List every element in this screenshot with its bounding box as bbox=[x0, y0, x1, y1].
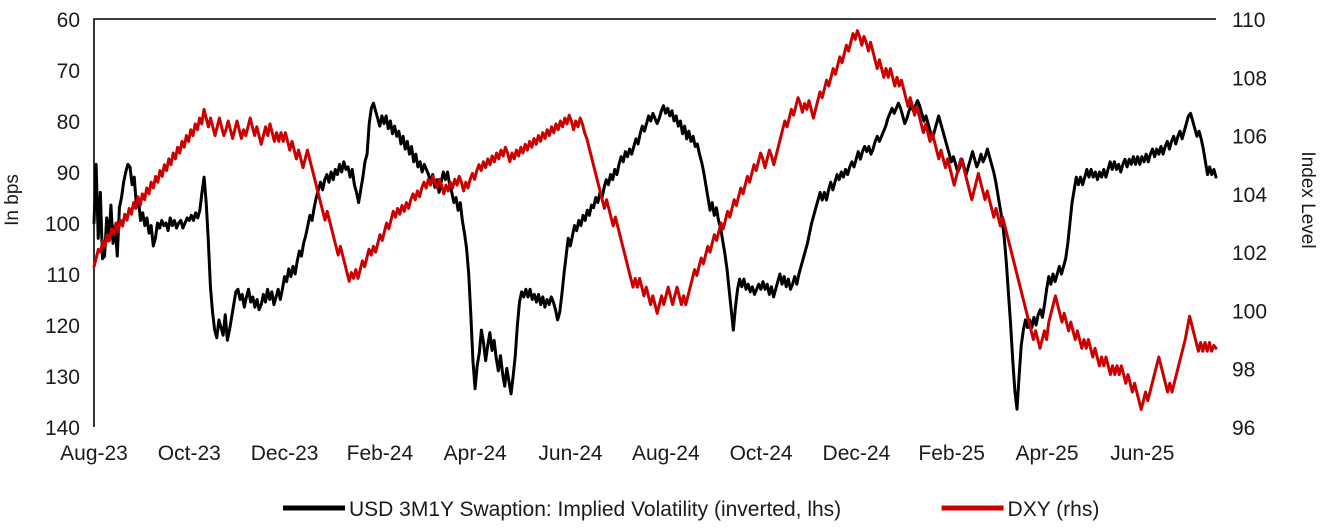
x-tick-label-11: Jun-25 bbox=[1110, 442, 1174, 465]
series-path-dxy bbox=[92, 29, 1218, 412]
y-left-tick-label-3: 90 bbox=[57, 162, 80, 185]
y-axis-right-ticks: 96 98 100 102 104 106 108 110 bbox=[1232, 9, 1267, 440]
x-tick-label-2: Dec-23 bbox=[251, 442, 319, 465]
x-tick-label-0: Aug-23 bbox=[60, 442, 128, 465]
chart-legend: USD 3M1Y Swaption: Implied Volatility (i… bbox=[283, 498, 1099, 521]
y-right-tick-label-0: 96 bbox=[1232, 417, 1255, 440]
x-tick-label-8: Dec-24 bbox=[823, 442, 891, 465]
x-tick-label-7: Oct-24 bbox=[730, 442, 793, 465]
x-tick-label-5: Jun-24 bbox=[538, 442, 603, 465]
plot-axis-frame bbox=[93, 18, 1216, 427]
y-left-tick-label-0: 60 bbox=[57, 9, 80, 32]
y-left-tick-label-8: 140 bbox=[45, 417, 80, 440]
y-right-tick-label-2: 100 bbox=[1232, 300, 1267, 323]
x-tick-label-9: Feb-25 bbox=[918, 442, 985, 465]
y-right-tick-label-7: 110 bbox=[1232, 9, 1265, 32]
y-right-tick-label-4: 104 bbox=[1232, 184, 1267, 207]
x-tick-label-6: Aug-24 bbox=[632, 442, 700, 465]
x-tick-label-3: Feb-24 bbox=[347, 442, 414, 465]
series-path-swaption-vol bbox=[92, 99, 1218, 411]
x-tick-label-10: Apr-25 bbox=[1015, 442, 1078, 465]
series-lines bbox=[92, 29, 1218, 412]
legend-label-0: USD 3M1Y Swaption: Implied Volatility (i… bbox=[349, 498, 841, 521]
y-axis-left-ticks: 60 70 80 90 100 110 120 130 140 bbox=[45, 9, 80, 440]
y-right-tick-label-5: 106 bbox=[1232, 126, 1267, 149]
y-left-tick-label-6: 120 bbox=[45, 315, 80, 338]
y-left-tick-label-2: 80 bbox=[57, 111, 80, 134]
y-left-tick-label-4: 100 bbox=[45, 213, 80, 236]
y-left-tick-label-5: 110 bbox=[47, 264, 80, 287]
y-right-tick-label-3: 102 bbox=[1232, 242, 1267, 265]
x-axis-ticks: Aug-23 Oct-23 Dec-23 Feb-24 Apr-24 Jun-24 Aug-… bbox=[60, 442, 1174, 465]
x-tick-label-4: Apr-24 bbox=[444, 442, 507, 465]
y-left-tick-label-7: 130 bbox=[45, 366, 80, 389]
y-axis-left-title: In bps bbox=[2, 174, 23, 226]
y-right-tick-label-1: 98 bbox=[1232, 359, 1255, 382]
y-axis-right-title: Index Level bbox=[1297, 151, 1318, 248]
x-tick-label-1: Oct-23 bbox=[158, 442, 221, 465]
y-right-tick-label-6: 108 bbox=[1232, 67, 1267, 90]
y-left-tick-label-1: 70 bbox=[57, 60, 80, 83]
legend-label-1: DXY (rhs) bbox=[1008, 498, 1100, 521]
